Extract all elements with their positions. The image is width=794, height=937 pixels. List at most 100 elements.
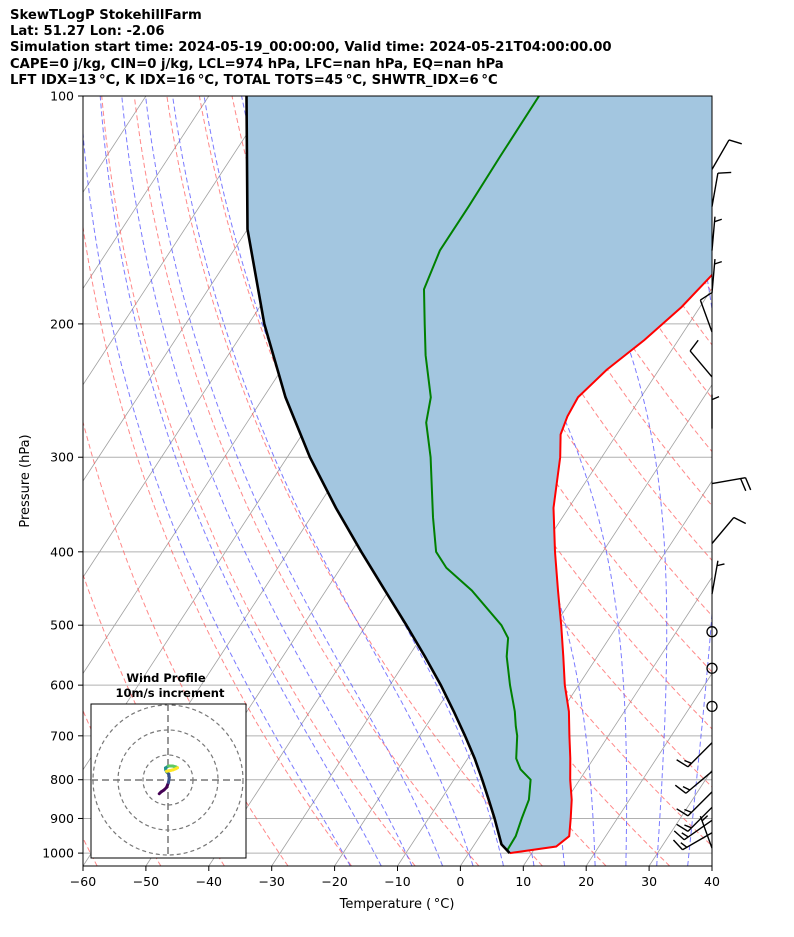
hodograph-plot [91,704,246,858]
x-axis-label: Temperature ( °C) [339,897,455,912]
barb-staff [711,476,746,485]
barb-feather [684,824,692,829]
isotherm-line [334,287,712,866]
wind-barb [689,339,713,378]
barb-feather [714,260,722,265]
barb-feather [681,832,689,838]
dry-adiabat [491,96,712,453]
wind-barb [711,394,720,429]
isotherm-line [83,96,84,97]
barb-staff [699,815,713,849]
wind-barb [673,819,713,841]
moist-adiabat [145,96,444,866]
wind-barb [711,258,722,293]
hodograph-segment [165,769,172,773]
wind-barb [699,292,713,333]
x-tick-label: −30 [259,874,285,889]
barb-feather [682,785,691,791]
barb-feather [689,339,699,352]
dry-adiabat [83,573,225,866]
barb-feather [684,808,692,813]
barb-feather [716,563,725,567]
barb-feather [711,395,720,401]
barb-staff [683,819,713,841]
wind-barb [676,806,713,832]
barb-staff [699,299,713,333]
barb-feather [714,218,722,223]
wind-barb [711,516,747,544]
indices-line: LFT IDX=13 °C, K IDX=16 °C, TOTAL TOTS=4… [10,72,498,88]
dry-adiabat [753,96,794,866]
parcel-path-line [245,96,511,854]
moist-adiabat [83,127,351,866]
barb-feather [676,759,689,768]
dry-adiabat [83,420,289,866]
barb-staff [711,560,719,595]
y-tick-label: 300 [50,450,74,465]
barb-feather [733,516,747,525]
wind-barb [711,171,732,207]
barb-staff [687,791,713,817]
wind-barb [699,815,713,849]
moist-adiabat [172,96,474,866]
wind-barb [672,832,713,851]
isotherm-line [83,96,210,290]
wind-barb [711,139,742,170]
x-tick-label: 30 [641,874,657,889]
time-line: Simulation start time: 2024-05-19_00:00:… [10,40,612,56]
barb-staff [687,742,713,768]
x-tick-label: 40 [704,874,720,889]
barb-staff [685,770,713,794]
barb-feather [717,171,732,174]
barb-feather [744,477,752,491]
y-tick-label: 600 [50,678,74,693]
isotherm-line [775,96,794,866]
barb-feather [674,784,687,794]
temperature-line [509,273,712,855]
y-axis-label: Pressure (hPa) [18,434,33,527]
barb-staff [682,832,713,851]
x-tick-label: −10 [384,874,410,889]
barb-feather [680,842,688,848]
wind-barb [711,476,752,492]
hodograph-inset: Wind Profile 10m/s increment [90,671,247,859]
wind-barb [676,742,713,768]
x-tick-label: 10 [515,874,531,889]
wind-barb [676,791,713,817]
y-tick-label: 100 [50,89,74,104]
wind-barbs [672,139,752,851]
chart-title-block: SkewTLogP StokehillFarm Lat: 51.27 Lon: … [10,8,612,89]
x-tick-label: 0 [456,874,464,889]
barb-feather [673,830,685,841]
y-tick-label: 900 [50,811,74,826]
y-tick-label: 700 [50,728,74,743]
barb-staff [687,806,713,832]
barb-staff [689,350,713,378]
x-tick-label: −20 [321,874,347,889]
barb-feather [672,839,684,851]
chart-title: SkewTLogP StokehillFarm [10,8,202,23]
wind-barb [711,560,725,595]
barb-feather [701,815,709,822]
barb-feather [676,808,689,817]
isotherm-line [83,96,273,386]
dry-adiabat [166,96,543,866]
dry-adiabat [83,223,352,866]
dry-adiabat [133,96,480,866]
data-layer [245,96,712,855]
barb-staff [711,173,719,207]
barb-feather [739,478,747,492]
x-tick-label: 20 [578,874,594,889]
x-tick-label: −50 [133,874,159,889]
barb-staff [711,517,735,544]
y-tick-label: 800 [50,772,74,787]
wind-barb [674,770,713,794]
x-tick-label: −40 [196,874,222,889]
barb-feather [684,759,692,764]
dewpoint-line [422,96,540,851]
y-tick-label: 400 [50,544,74,559]
moist-adiabat [121,96,413,866]
barb-feather [676,823,689,832]
axes: −60 −50 −40 −30 −20 −10 0 10 20 30 40 1000 900 800 700… [42,89,720,890]
